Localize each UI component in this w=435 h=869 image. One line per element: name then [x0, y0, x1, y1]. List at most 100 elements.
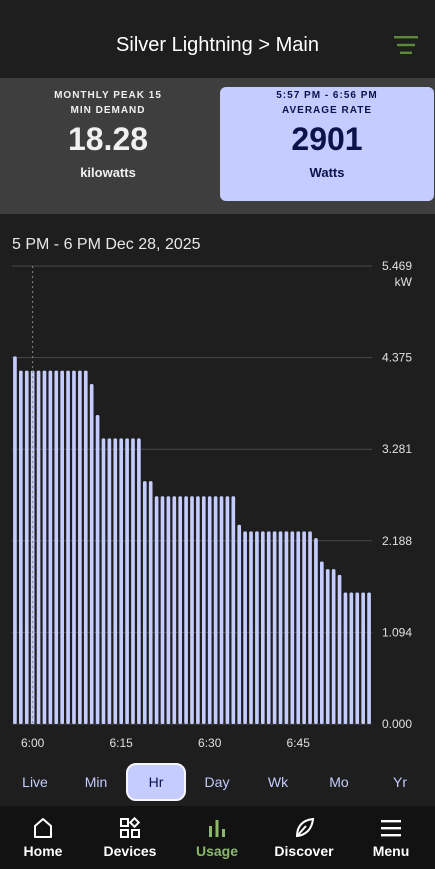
usage-bar[interactable] [266, 531, 271, 724]
y-tick-label: 1.094 [382, 625, 412, 639]
usage-bar[interactable] [237, 524, 242, 724]
range-yr-button[interactable]: Yr [393, 774, 407, 790]
x-tick-label: 6:15 [110, 736, 134, 750]
peak-caption-line1: MONTHLY PEAK 15 [54, 90, 162, 101]
nav-item-menu[interactable]: Menu [351, 806, 431, 869]
usage-bar[interactable] [320, 561, 324, 724]
usage-bar[interactable] [54, 370, 59, 724]
usage-bar[interactable] [361, 592, 365, 724]
filter-icon[interactable] [394, 34, 420, 56]
usage-bar-chart[interactable]: 5.469 4.375 3.281 2.188 1.094 0.000 kW 6:00 6:15… [0, 214, 435, 762]
average-time-range: 5:57 PM - 6:56 PM [276, 90, 378, 101]
home-icon [34, 818, 52, 838]
range-day-button[interactable]: Day [204, 774, 230, 790]
usage-bar[interactable] [154, 496, 159, 724]
average-unit: Watts [309, 165, 345, 180]
y-tick-label: 2.188 [382, 534, 412, 548]
usage-bar[interactable] [331, 569, 336, 724]
peak-caption-line2: MIN DEMAND [70, 105, 146, 116]
range-min-button[interactable]: Min [84, 774, 108, 790]
chart-range-label: 5 PM - 6 PM Dec 28, 2025 [12, 236, 201, 253]
usage-bar[interactable] [42, 370, 47, 724]
usage-bar[interactable] [19, 370, 23, 724]
usage-bar[interactable] [137, 438, 141, 724]
usage-bar[interactable] [36, 370, 41, 724]
nav-label: Discover [274, 843, 334, 859]
usage-bar[interactable] [325, 569, 330, 724]
usage-bar[interactable] [113, 438, 118, 724]
nav-item-discover[interactable]: Discover [264, 806, 344, 869]
nav-item-usage[interactable]: Usage [177, 806, 257, 869]
summary-cards: MONTHLY PEAK 15 MIN DEMAND 18.28 kilowat… [0, 78, 435, 214]
app-header: Silver Lightning > Main [0, 0, 435, 78]
x-tick-label: 6:30 [198, 736, 222, 750]
usage-bar[interactable] [337, 574, 342, 724]
page-title: Silver Lightning > Main [116, 34, 319, 56]
usage-bar[interactable] [107, 438, 112, 724]
usage-bars-icon [209, 820, 225, 837]
peak-value: 18.28 [67, 121, 149, 157]
usage-bar[interactable] [60, 370, 64, 724]
usage-bar[interactable] [72, 370, 76, 724]
nav-label: Devices [103, 843, 157, 859]
usage-bar[interactable] [201, 496, 206, 724]
y-tick-label: 0.000 [382, 717, 412, 731]
peak-unit: kilowatts [80, 165, 136, 180]
time-range-selector: Live Min Hr Day Wk Mo Yr [0, 762, 435, 804]
usage-bar[interactable] [13, 356, 17, 724]
range-mo-button[interactable]: Mo [329, 774, 349, 790]
nav-label: Usage [195, 843, 239, 859]
usage-bar[interactable] [142, 481, 147, 724]
usage-bar[interactable] [260, 531, 265, 724]
usage-bar[interactable] [101, 438, 106, 724]
usage-bar[interactable] [349, 592, 354, 724]
usage-bar[interactable] [95, 414, 100, 724]
usage-bar[interactable] [213, 496, 218, 724]
usage-bar[interactable] [243, 531, 247, 724]
usage-bar[interactable] [148, 481, 153, 724]
usage-bar[interactable] [343, 592, 348, 724]
usage-bar[interactable] [131, 438, 135, 724]
usage-bar[interactable] [355, 592, 360, 724]
usage-bar[interactable] [119, 438, 124, 724]
range-hr-button[interactable]: Hr [126, 763, 186, 801]
usage-bar[interactable] [178, 496, 183, 724]
nav-item-devices[interactable]: Devices [90, 806, 170, 869]
usage-bar[interactable] [207, 496, 212, 724]
usage-bar[interactable] [296, 531, 301, 724]
monthly-peak-card[interactable]: MONTHLY PEAK 15 MIN DEMAND 18.28 kilowat… [0, 78, 216, 214]
usage-bar[interactable] [272, 531, 277, 724]
usage-bar[interactable] [83, 370, 88, 724]
usage-bar[interactable] [231, 496, 236, 724]
usage-bar[interactable] [66, 370, 70, 724]
usage-bar[interactable] [160, 496, 165, 724]
usage-bar[interactable] [184, 496, 188, 724]
usage-bar[interactable] [190, 496, 194, 724]
usage-bar[interactable] [125, 438, 129, 724]
usage-bar[interactable] [24, 370, 29, 724]
nav-label: Home [23, 843, 63, 859]
nav-item-home[interactable]: Home [3, 806, 83, 869]
usage-bar[interactable] [367, 592, 371, 724]
range-live-button[interactable]: Live [22, 774, 48, 790]
usage-bar[interactable] [308, 531, 312, 724]
usage-bar[interactable] [284, 531, 289, 724]
usage-bar[interactable] [48, 370, 53, 724]
range-wk-button[interactable]: Wk [267, 774, 289, 790]
devices-icon [120, 816, 141, 838]
usage-bar[interactable] [89, 383, 94, 724]
usage-bar[interactable] [78, 370, 82, 724]
usage-bar[interactable] [196, 496, 200, 724]
usage-bar[interactable] [219, 496, 224, 724]
average-value: 2901 [291, 121, 363, 157]
usage-bar[interactable] [249, 531, 253, 724]
usage-bar[interactable] [255, 531, 259, 724]
usage-bar[interactable] [302, 531, 306, 724]
usage-bar[interactable] [225, 496, 230, 724]
usage-bar[interactable] [290, 531, 295, 724]
usage-bar[interactable] [314, 538, 318, 724]
usage-bar[interactable] [278, 531, 283, 724]
usage-bar[interactable] [166, 496, 171, 724]
usage-bar[interactable] [172, 496, 177, 724]
average-rate-card[interactable]: 5:57 PM - 6:56 PM AVERAGE RATE 2901 Watt… [220, 87, 434, 201]
